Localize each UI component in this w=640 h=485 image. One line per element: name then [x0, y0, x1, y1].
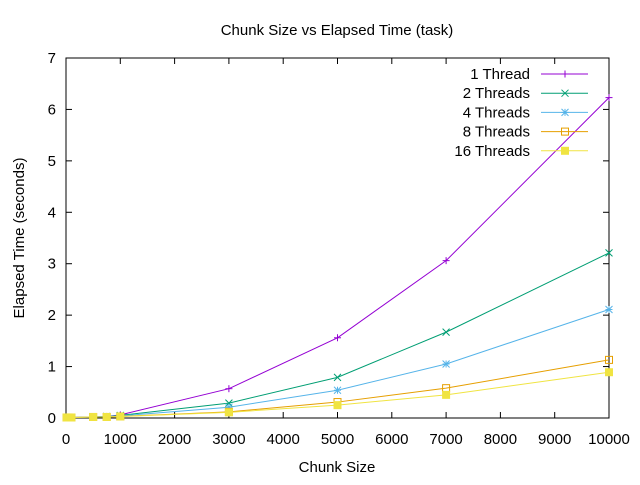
legend-label: 8 Threads — [463, 124, 530, 141]
data-point — [333, 401, 342, 410]
marker-stroke — [561, 108, 569, 117]
data-point — [224, 408, 233, 417]
chart-title: Chunk Size vs Elapsed Time (task) — [221, 22, 454, 39]
legend-label: 16 Threads — [454, 143, 530, 160]
legend-item: 8 Threads — [463, 124, 588, 141]
legend-marker — [561, 146, 569, 155]
data-point — [67, 413, 76, 422]
marker-square — [442, 390, 451, 399]
data-point — [225, 385, 233, 393]
marker-square — [102, 412, 111, 421]
data-point — [605, 368, 613, 377]
y-tick-label: 3 — [48, 256, 56, 273]
x-tick-label: 1000 — [104, 431, 137, 448]
x-axis-title: Chunk Size — [299, 459, 376, 476]
data-point — [334, 334, 341, 342]
marker-stroke — [333, 373, 342, 382]
data-point — [605, 305, 613, 314]
x-tick-label: 10000 — [588, 431, 630, 448]
x-tick-label: 3000 — [212, 431, 245, 448]
legend-marker — [561, 127, 569, 136]
legend-item: 4 Threads — [463, 104, 588, 121]
y-axis-title: Elapsed Time (seconds) — [11, 158, 28, 319]
series-line — [66, 371, 610, 418]
marker-square — [224, 408, 233, 417]
marker-square — [561, 146, 569, 155]
y-tick-label: 4 — [48, 204, 56, 221]
legend-item: 2 Threads — [463, 85, 588, 102]
data-point — [442, 257, 450, 265]
marker-stroke — [333, 386, 342, 395]
marker-square — [333, 401, 342, 410]
legend-marker — [561, 108, 569, 117]
series-1 — [63, 94, 613, 421]
x-tick-label: 2000 — [158, 431, 191, 448]
marker-square — [605, 368, 613, 377]
x-tick-label: 4000 — [267, 431, 300, 448]
legend-item: 1 Thread — [470, 66, 588, 83]
x-tick-label: 5000 — [321, 431, 354, 448]
legend-label: 1 Thread — [470, 66, 530, 83]
data-point — [116, 412, 125, 421]
legend-marker — [561, 70, 569, 78]
data-point — [442, 360, 450, 368]
x-tick-label: 9000 — [538, 431, 571, 448]
data-point — [605, 94, 613, 102]
x-tick-label: 8000 — [484, 431, 517, 448]
data-point — [102, 412, 111, 421]
y-tick-label: 1 — [48, 359, 56, 376]
marker-square — [561, 127, 569, 136]
legend: 1 Thread 2 Threads 4 Threads 8 Threads 16 Th… — [454, 66, 588, 160]
y-tick-label: 5 — [48, 153, 56, 170]
data-point — [442, 390, 451, 399]
data-point — [333, 386, 342, 395]
x-tick-label: 7000 — [429, 431, 462, 448]
legend-label: 2 Threads — [463, 85, 530, 102]
marker-square — [67, 413, 76, 422]
data-point — [442, 328, 450, 336]
x-tick-label: 0 — [62, 431, 70, 448]
legend-marker — [561, 89, 569, 98]
marker-stroke — [605, 249, 613, 257]
marker-square — [605, 355, 613, 364]
y-tick-label: 2 — [48, 307, 56, 324]
data-point — [333, 373, 342, 382]
marker-stroke — [605, 305, 613, 314]
data-point — [89, 412, 98, 421]
marker-stroke — [561, 89, 569, 98]
y-tick-label: 0 — [48, 410, 56, 427]
legend-label: 4 Threads — [463, 104, 530, 121]
legend-item: 16 Threads — [454, 143, 588, 160]
data-point — [605, 355, 613, 364]
y-tick-label: 6 — [48, 101, 56, 118]
plot-area: 0 1000 2000 3000 4000 5000 6000 7000 8000 9000 100… — [48, 50, 630, 448]
marker-square — [89, 412, 98, 421]
y-tick-label: 7 — [48, 50, 56, 67]
data-point — [605, 249, 613, 257]
marker-stroke — [442, 360, 450, 368]
marker-stroke — [442, 328, 450, 336]
x-tick-label: 6000 — [375, 431, 408, 448]
marker-square — [116, 412, 125, 421]
series-5 — [62, 368, 613, 422]
